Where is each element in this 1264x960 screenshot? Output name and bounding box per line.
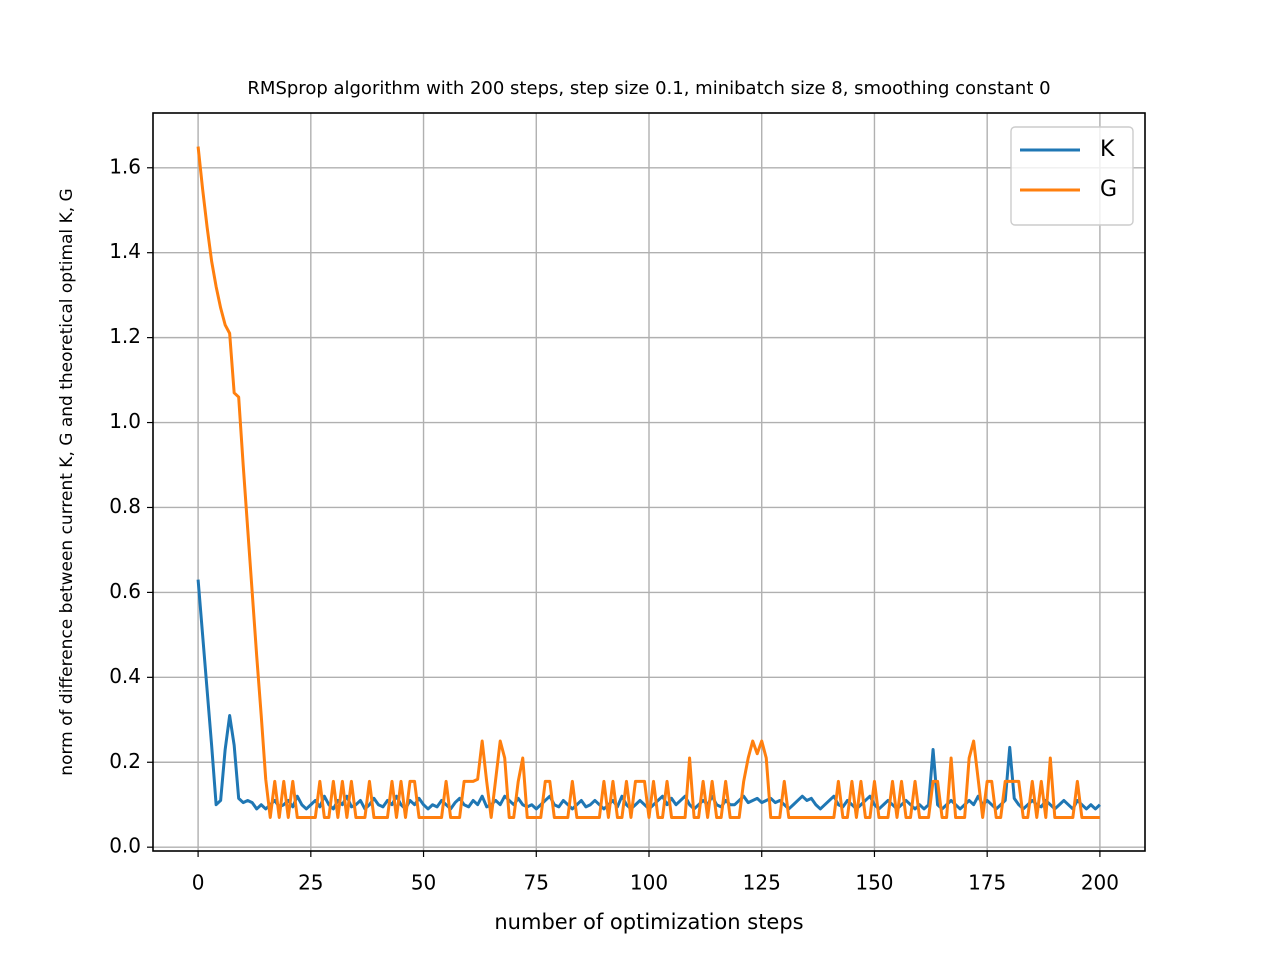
x-tick-label: 75 [524, 871, 549, 895]
y-tick-label: 0.6 [109, 579, 141, 603]
y-tick-label: 1.6 [109, 154, 141, 178]
legend-box [1010, 126, 1134, 226]
y-tick-label: 0.2 [109, 749, 141, 773]
line-series [196, 146, 1100, 819]
legend-label: G [1100, 177, 1117, 202]
y-tick-label: 0.0 [109, 834, 141, 858]
x-tick-label: 125 [743, 871, 781, 895]
y-tick-label: 1.2 [109, 324, 141, 348]
x-axis-label: number of optimization steps [494, 910, 803, 934]
chart-title: RMSprop algorithm with 200 steps, step s… [247, 78, 1050, 99]
plot-frame [152, 112, 1146, 852]
x-tick-label: 100 [630, 871, 668, 895]
y-tick-label: 0.4 [109, 664, 141, 688]
x-tick-label: 150 [855, 871, 893, 895]
x-tick-label: 175 [968, 871, 1006, 895]
x-tick-label: 0 [192, 871, 205, 895]
y-axis-label: norm of difference between current K, G … [57, 188, 77, 775]
x-tick-label: 25 [298, 871, 323, 895]
x-tick-label: 200 [1081, 871, 1119, 895]
y-tick-label: 0.8 [109, 494, 141, 518]
y-tick-label: 1.4 [109, 239, 141, 263]
x-tick-label: 50 [411, 871, 436, 895]
legend-label: K [1100, 137, 1115, 162]
y-tick-label: 1.0 [109, 409, 141, 433]
